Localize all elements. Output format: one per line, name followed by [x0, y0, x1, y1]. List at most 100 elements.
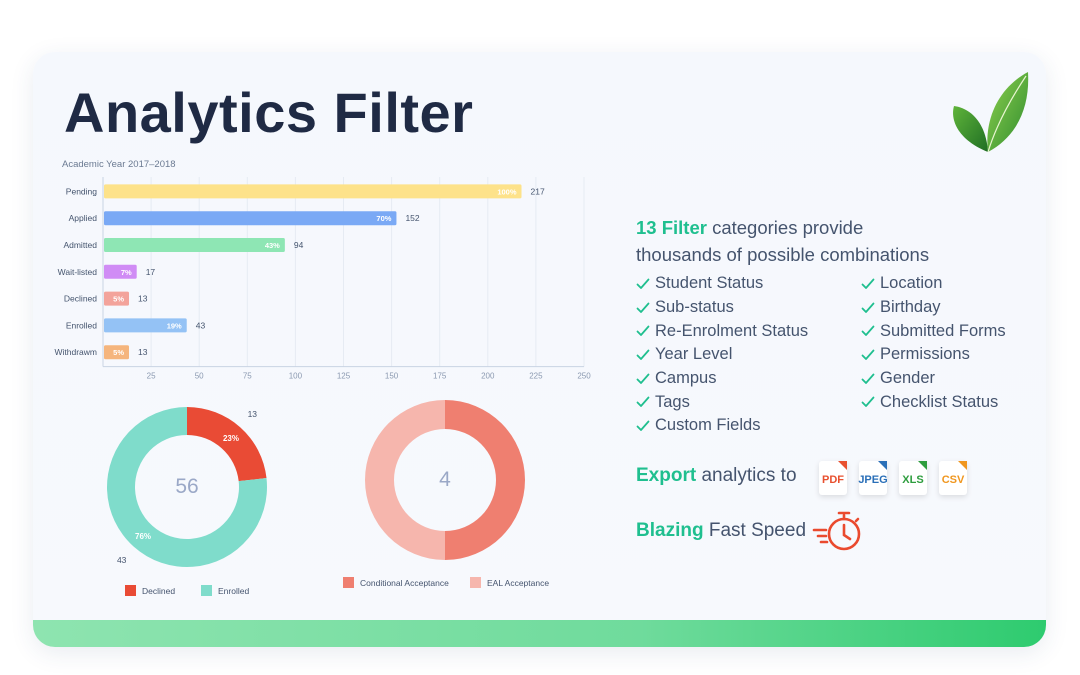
legend-swatch: [125, 585, 136, 596]
filter-category-item: Campus: [636, 367, 808, 391]
filter-category-label: Campus: [655, 369, 717, 388]
check-icon: [636, 302, 650, 313]
export-rest: analytics to: [696, 465, 797, 486]
filter-category-item: Custom Fields: [636, 414, 808, 438]
stopwatch-icon: [812, 511, 861, 551]
xls-label: XLS: [902, 474, 924, 486]
donut-slice: [107, 407, 268, 567]
check-icon: [636, 349, 650, 360]
x-tick-label: 225: [529, 372, 543, 381]
xls-file-icon[interactable]: XLS: [899, 461, 927, 495]
donut-slice: [365, 400, 445, 560]
x-tick-label: 150: [385, 372, 399, 381]
bar-chart-title: Academic Year 2017–2018: [62, 159, 176, 170]
bar-percent-label: 19%: [167, 321, 182, 330]
category-label: Declined: [64, 294, 97, 304]
filter-category-label: Permissions: [880, 345, 970, 364]
filter-category-label: Birthday: [880, 298, 941, 317]
speed-rest: Fast Speed: [703, 520, 807, 541]
x-tick-label: 25: [147, 372, 156, 381]
jpeg-file-icon[interactable]: JPEG: [858, 461, 888, 495]
slice-percent-label: 23%: [223, 434, 239, 443]
donut-slice: [445, 400, 525, 560]
leaf-logo-icon: [953, 72, 1029, 153]
slice-percent-label: 76%: [135, 532, 151, 541]
pdf-file-icon[interactable]: PDF: [819, 461, 847, 495]
bar-percent-label: 43%: [265, 241, 280, 250]
filter-category-label: Gender: [880, 369, 936, 388]
filter-category-item: Birthday: [861, 296, 1006, 320]
x-tick-label: 50: [195, 372, 204, 381]
legend-label: Declined: [142, 586, 175, 596]
filter-category-label: Sub-status: [655, 298, 734, 317]
bar: [104, 184, 522, 199]
speed-heading: Blazing Fast Speed: [636, 520, 806, 542]
filter-category-label: Custom Fields: [655, 416, 761, 435]
check-icon: [636, 278, 650, 289]
check-icon: [636, 420, 650, 431]
bar-value-label: 94: [294, 240, 304, 250]
filter-category-item: Year Level: [636, 343, 808, 367]
bar: [104, 264, 137, 279]
legend-swatch: [470, 577, 481, 588]
csv-label: CSV: [941, 474, 965, 486]
bar: [104, 291, 130, 306]
filter-category-item: Re-Enrolment Status: [636, 319, 808, 343]
bar-value-label: 152: [405, 213, 419, 223]
filter-category-label: Submitted Forms: [880, 321, 1006, 340]
headline-line1: categories provide: [706, 217, 864, 238]
applications-bar-chart: Academic Year 2017–2018 100% 217 70% 152 43%…: [54, 159, 591, 381]
footer-accent-bar: [33, 620, 1046, 647]
filter-category-item: Checklist Status: [861, 390, 1006, 414]
filter-category-label: Student Status: [655, 274, 764, 293]
check-icon: [636, 396, 650, 408]
category-label: Pending: [66, 186, 97, 196]
declined-enrolled-donut-chart: 23% 13 76% 43 56 Declined Enrolled: [107, 407, 268, 596]
bar: [104, 211, 397, 226]
bar-value-label: 13: [138, 294, 148, 304]
x-tick-label: 175: [433, 372, 447, 381]
bar-percent-label: 100%: [497, 187, 517, 196]
bar-percent-label: 5%: [113, 348, 124, 357]
filter-list-right: Location Birthday Submitted Forms Permissio…: [861, 272, 1006, 414]
page-title: Analytics Filter: [64, 81, 474, 144]
x-tick-label: 75: [243, 372, 252, 381]
check-icon: [636, 325, 650, 337]
x-tick-label: 125: [337, 372, 351, 381]
bar: [104, 345, 130, 360]
headline-highlight: 13 Filter: [636, 217, 707, 238]
bar-percent-label: 70%: [376, 214, 391, 223]
bar-value-label: 13: [138, 347, 148, 357]
legend-label: EAL Acceptance: [487, 578, 549, 588]
export-heading: Export analytics to: [636, 465, 797, 487]
legend-label: Conditional Acceptance: [360, 578, 449, 588]
headline-line2: thousands of possible combinations: [636, 244, 930, 265]
pdf-label: PDF: [822, 474, 844, 486]
filter-category-label: Year Level: [655, 345, 733, 364]
check-icon: [861, 396, 875, 408]
filter-category-label: Location: [880, 274, 943, 293]
filter-list-left: Student Status Sub-status Re-Enrolment Sta…: [636, 272, 808, 438]
slice-value-label: 43: [117, 555, 127, 565]
speed-highlight: Blazing: [636, 520, 704, 541]
x-tick-label: 100: [289, 372, 303, 381]
export-highlight: Export: [636, 465, 697, 486]
jpeg-label: JPEG: [858, 474, 888, 486]
filter-category-item: Gender: [861, 367, 1006, 391]
filter-category-label: Re-Enrolment Status: [655, 321, 809, 340]
bar-value-label: 43: [196, 320, 206, 330]
check-icon: [861, 325, 875, 337]
donut-slice: [187, 407, 267, 482]
check-icon: [861, 278, 875, 289]
category-label: Wait-listed: [58, 267, 98, 277]
category-label: Withdrawm: [54, 347, 97, 357]
legend-label: Enrolled: [218, 586, 249, 596]
bar-percent-label: 7%: [121, 268, 132, 277]
donut1-center-total: 56: [175, 475, 198, 498]
category-label: Enrolled: [66, 320, 97, 330]
csv-file-icon[interactable]: CSV: [939, 461, 967, 495]
filter-category-item: Student Status: [636, 272, 808, 296]
filter-category-item: Sub-status: [636, 296, 808, 320]
x-tick-label: 250: [577, 372, 591, 381]
